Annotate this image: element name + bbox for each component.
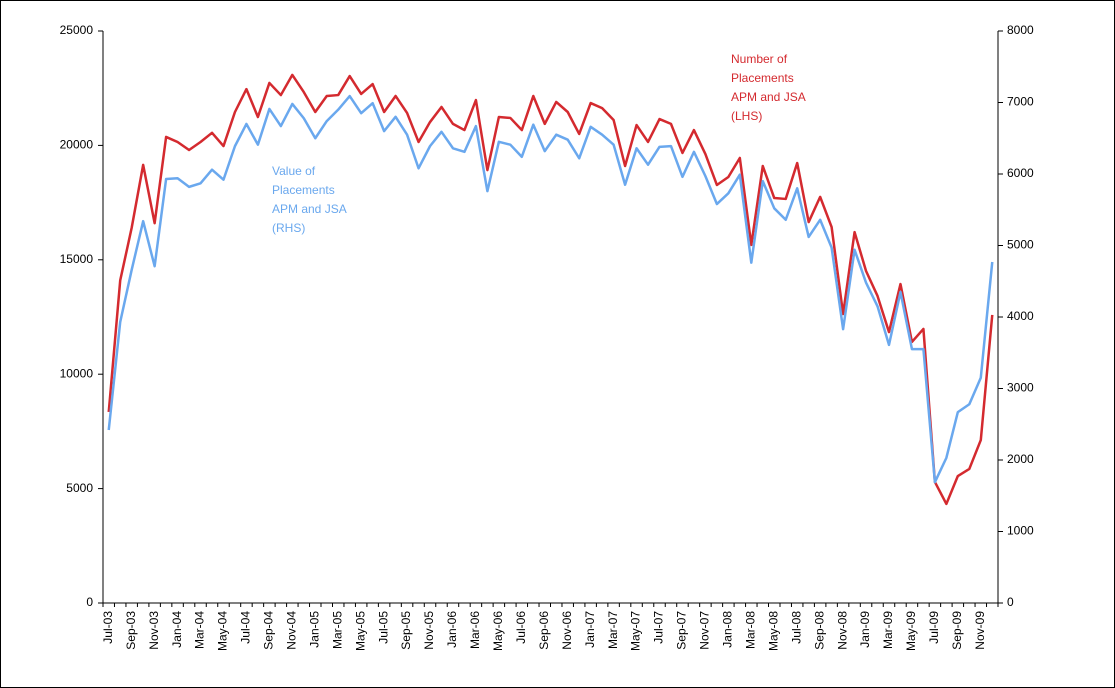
y2-tick-label: 6000 bbox=[1007, 166, 1034, 180]
y-tick-label: 0 bbox=[86, 595, 93, 609]
annotation-line: Number of bbox=[731, 52, 788, 66]
x-tick-label: Nov-08 bbox=[835, 611, 849, 650]
x-tick-label: Jul-09 bbox=[927, 611, 941, 644]
x-tick-label: May-08 bbox=[766, 611, 780, 651]
x-tick-label: Jul-06 bbox=[514, 611, 528, 644]
y-tick-label: 15000 bbox=[60, 252, 94, 266]
y2-tick-label: 3000 bbox=[1007, 381, 1034, 395]
x-tick-label: Sep-04 bbox=[262, 611, 276, 650]
x-tick-label: Nov-06 bbox=[560, 611, 574, 650]
x-tick-label: Mar-09 bbox=[881, 611, 895, 649]
y-tick-label: 25000 bbox=[60, 23, 94, 37]
x-tick-label: Nov-09 bbox=[973, 611, 987, 650]
x-tick-label: Mar-04 bbox=[193, 611, 207, 649]
x-tick-label: Jul-03 bbox=[101, 611, 115, 644]
annotation-line: (LHS) bbox=[731, 109, 762, 123]
x-tick-label: Mar-08 bbox=[743, 611, 757, 649]
y2-tick-label: 8000 bbox=[1007, 23, 1034, 37]
x-tick-label: Jan-07 bbox=[583, 611, 597, 648]
y2-tick-label: 7000 bbox=[1007, 95, 1034, 109]
y-tick-label: 10000 bbox=[60, 366, 94, 380]
y-tick-label: 20000 bbox=[60, 138, 94, 152]
annotation-lhs: Number of Placements APM and JSA (LHS) bbox=[731, 52, 806, 123]
x-tick-label: Jul-07 bbox=[652, 611, 666, 644]
x-tick-label: Nov-04 bbox=[284, 611, 298, 650]
x-tick-label: May-07 bbox=[629, 611, 643, 651]
x-tick-label: Sep-07 bbox=[675, 611, 689, 650]
x-tick-label: May-09 bbox=[904, 611, 918, 651]
x-tick-label: Sep-08 bbox=[812, 611, 826, 650]
annotation-line: (RHS) bbox=[272, 221, 305, 235]
annotation-line: APM and JSA bbox=[272, 202, 347, 216]
y2-tick-label: 4000 bbox=[1007, 309, 1034, 323]
x-tick-label: Jul-04 bbox=[239, 611, 253, 644]
annotation-line: Value of bbox=[272, 164, 316, 178]
series-line bbox=[107, 94, 994, 484]
x-tick-label: May-06 bbox=[491, 611, 505, 651]
y2-tick-label: 5000 bbox=[1007, 238, 1034, 252]
annotation-line: Placements bbox=[731, 71, 794, 85]
x-tick-label: Sep-05 bbox=[399, 611, 413, 650]
annotation-rhs: Value of Placements APM and JSA (RHS) bbox=[272, 164, 347, 235]
x-tick-label: May-04 bbox=[216, 611, 230, 651]
annotation-line: APM and JSA bbox=[731, 90, 806, 104]
x-tick-label: Nov-05 bbox=[422, 611, 436, 650]
x-tick-label: Sep-03 bbox=[124, 611, 138, 650]
y2-tick-label: 1000 bbox=[1007, 524, 1034, 538]
x-tick-label: Jan-05 bbox=[307, 611, 321, 648]
x-tick-label: Sep-09 bbox=[950, 611, 964, 650]
x-tick-label: Jan-08 bbox=[721, 611, 735, 648]
x-tick-label: May-05 bbox=[353, 611, 367, 651]
series-line bbox=[107, 73, 994, 506]
x-tick-label: Nov-07 bbox=[698, 611, 712, 650]
y2-tick-label: 2000 bbox=[1007, 452, 1034, 466]
y2-tick-label: 0 bbox=[1007, 595, 1014, 609]
x-tick-label: Mar-07 bbox=[606, 611, 620, 649]
x-tick-label: Jan-09 bbox=[858, 611, 872, 648]
annotation-line: Placements bbox=[272, 183, 335, 197]
x-tick-label: Jul-05 bbox=[376, 611, 390, 644]
x-tick-label: Sep-06 bbox=[537, 611, 551, 650]
x-tick-label: Jan-04 bbox=[170, 611, 184, 648]
x-tick-label: Mar-05 bbox=[330, 611, 344, 649]
x-tick-label: Mar-06 bbox=[468, 611, 482, 649]
x-tick-label: Jul-08 bbox=[789, 611, 803, 644]
y-tick-label: 5000 bbox=[66, 481, 93, 495]
x-tick-label: Jan-06 bbox=[445, 611, 459, 648]
x-tick-label: Nov-03 bbox=[147, 611, 161, 650]
